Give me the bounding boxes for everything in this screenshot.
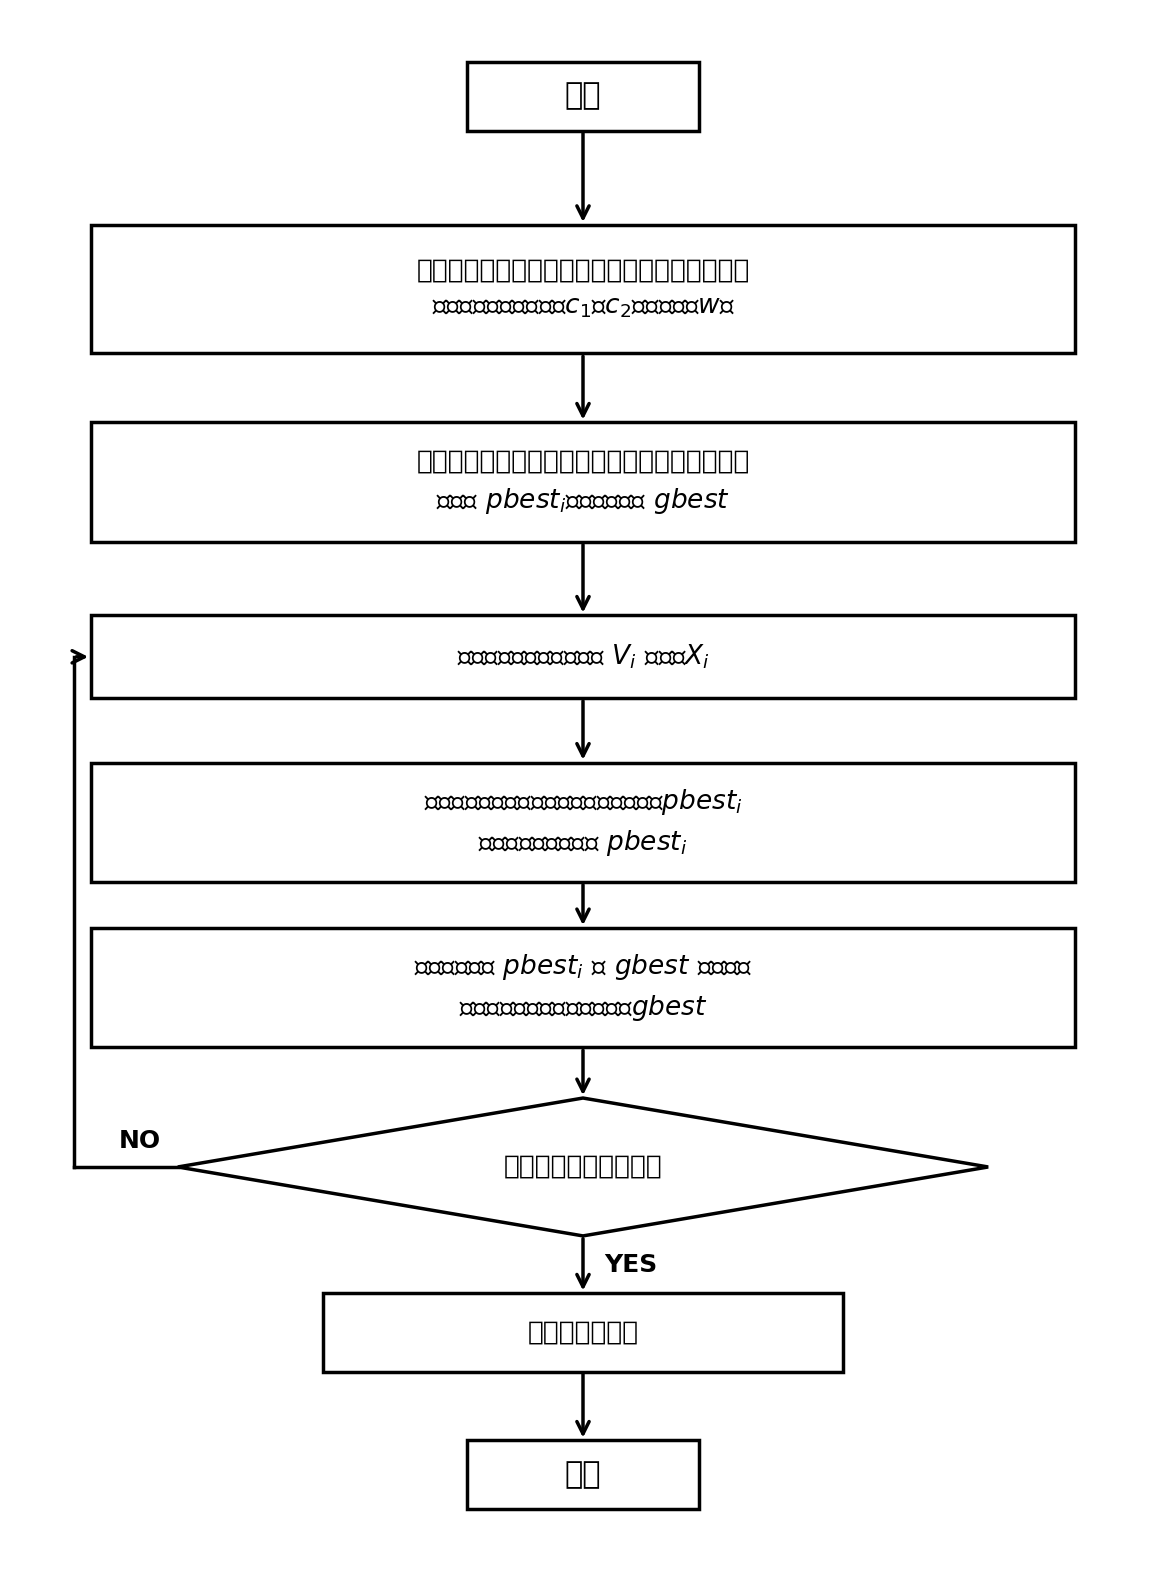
Text: 计算每个粒子目标函数对应的目标値，确定个体
最优値 $pbest_i$和全局最优値 $gbest$: 计算每个粒子目标函数对应的目标値，确定个体 最优値 $pbest_i$和全局最优… xyxy=(416,449,750,515)
FancyBboxPatch shape xyxy=(91,928,1075,1048)
Text: 比较当前所有 $pbest_i$ 和 $gbest$ 中的目标
値，更新粒子群的全局最优値$gbest$: 比较当前所有 $pbest_i$ 和 $gbest$ 中的目标 値，更新粒子群的… xyxy=(414,952,752,1023)
FancyBboxPatch shape xyxy=(91,616,1075,698)
FancyBboxPatch shape xyxy=(91,225,1075,353)
Text: 根据公式更新粒子的速度 $V_i$ 和位置$X_i$: 根据公式更新粒子的速度 $V_i$ 和位置$X_i$ xyxy=(457,643,709,671)
Text: 输出全局最优値: 输出全局最优値 xyxy=(527,1320,639,1345)
FancyBboxPatch shape xyxy=(468,1441,698,1510)
Polygon shape xyxy=(178,1098,988,1236)
Text: 开始: 开始 xyxy=(564,82,602,110)
Text: YES: YES xyxy=(604,1252,658,1277)
Text: 判断是否满足终止条件: 判断是否满足终止条件 xyxy=(504,1155,662,1180)
FancyBboxPatch shape xyxy=(323,1293,843,1371)
Text: NO: NO xyxy=(118,1130,161,1153)
FancyBboxPatch shape xyxy=(468,61,698,130)
Text: 评估每个粒子的目标値，将当前目标値与$pbest_i$
中目标値比较，更新 $pbest_i$: 评估每个粒子的目标値，将当前目标値与$pbest_i$ 中目标値比较，更新 $p… xyxy=(423,787,743,858)
FancyBboxPatch shape xyxy=(91,423,1075,542)
FancyBboxPatch shape xyxy=(91,762,1075,881)
Text: 初始化粒子群，包括目标函数和各参数，粒子的
速度、位置、学习因子$c_1$和$c_2$、惯性权重$w$等: 初始化粒子群，包括目标函数和各参数，粒子的 速度、位置、学习因子$c_1$和$c… xyxy=(416,258,750,320)
Text: 结束: 结束 xyxy=(564,1461,602,1489)
